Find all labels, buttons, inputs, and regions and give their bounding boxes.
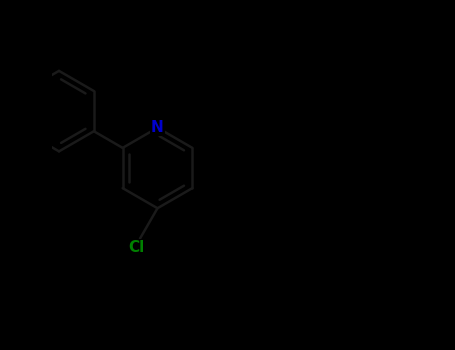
Text: Cl: Cl — [128, 240, 145, 255]
Text: N: N — [151, 120, 164, 135]
